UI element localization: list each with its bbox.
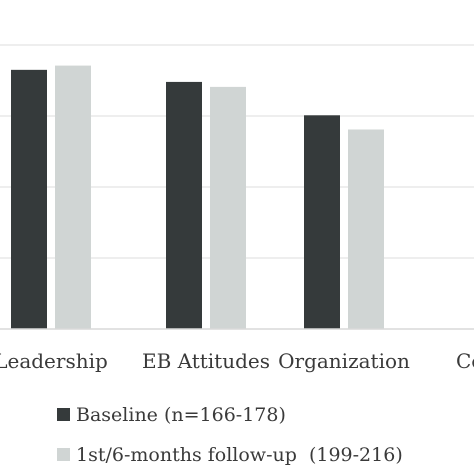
bar-leadership-series-1 [11, 69, 47, 329]
legend: Baseline (n=166-178) 1st/6-months follow-… [57, 404, 403, 466]
legend-swatch [57, 448, 70, 461]
bar-leadership-series-2 [55, 65, 91, 329]
x-tick-labels: Leadership EB Attitudes Organization Co [0, 349, 474, 373]
bar-organization-series-1 [304, 115, 340, 329]
x-tick-label: Organization [278, 349, 410, 373]
x-tick-label: EB Attitudes [142, 349, 270, 373]
x-tick-label: Leadership [0, 349, 108, 373]
bar-eb-attitudes-series-2 [210, 86, 246, 329]
legend-label: 1st/6-months follow-up (199-216) [76, 444, 403, 466]
bar-organization-series-2 [348, 129, 384, 329]
bars [11, 65, 384, 329]
x-tick-label: Co [456, 349, 474, 373]
legend-swatch [57, 408, 70, 421]
legend-label: Baseline (n=166-178) [76, 404, 286, 426]
bar-eb-attitudes-series-1 [166, 81, 202, 329]
